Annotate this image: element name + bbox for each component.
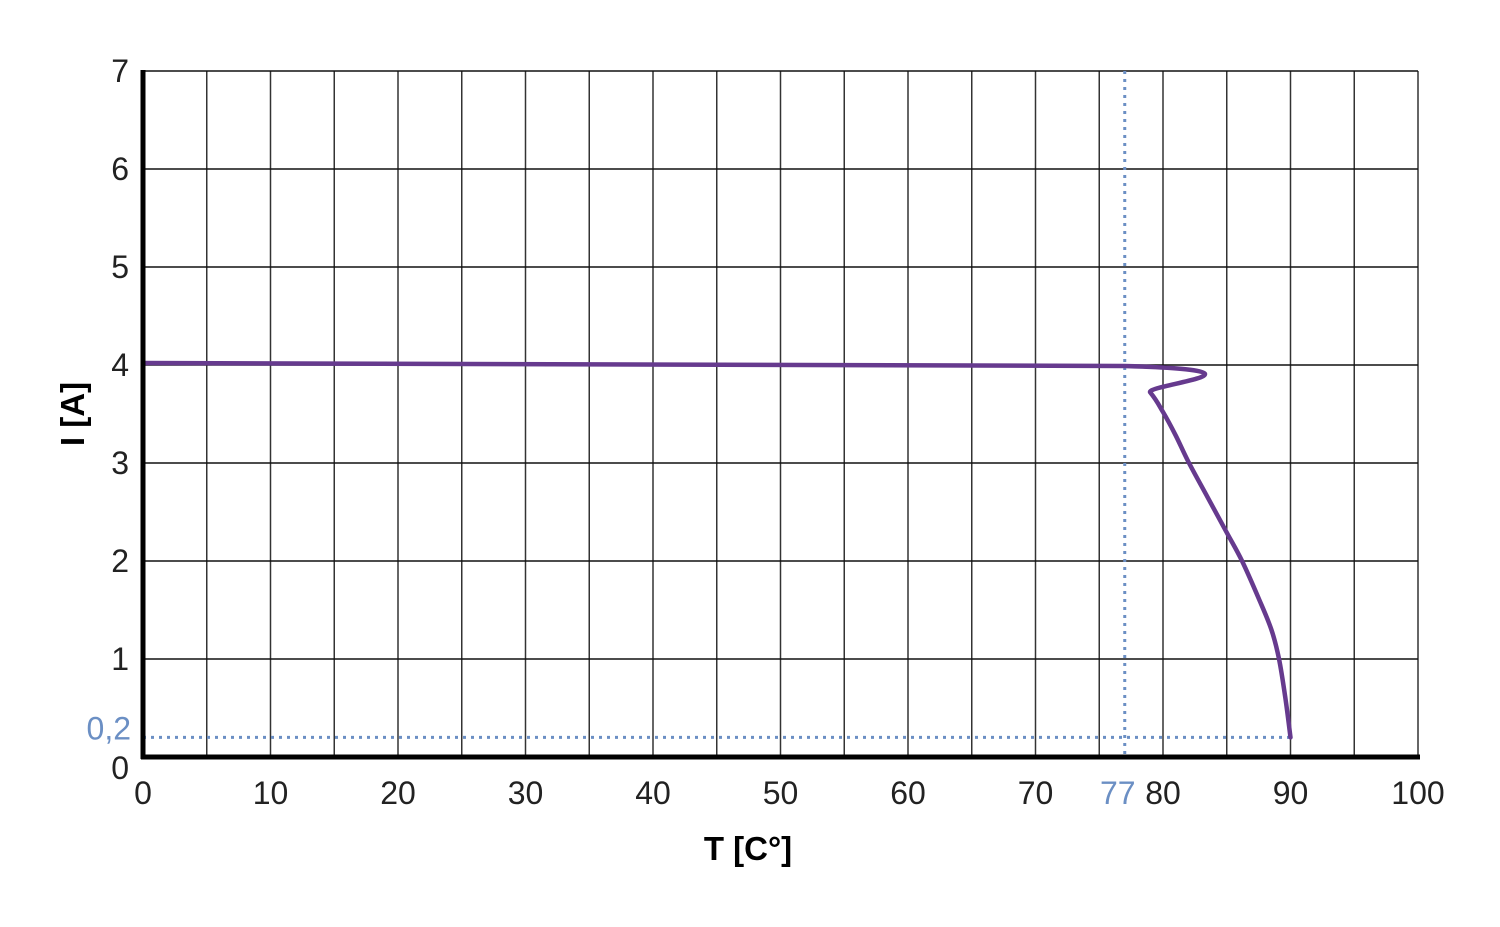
x-tick-label: 50 — [763, 775, 799, 811]
x-tick-label: 80 — [1145, 775, 1181, 811]
y-tick-label: 3 — [111, 445, 129, 481]
y-tick-label: 1 — [111, 641, 129, 677]
y-tick-label: 4 — [111, 347, 129, 383]
x-tick-label: 100 — [1391, 775, 1444, 811]
x-tick-label: 40 — [635, 775, 671, 811]
y-axis-label: I [A] — [54, 382, 91, 446]
x-tick-label: 60 — [890, 775, 926, 811]
x-tick-label: 30 — [508, 775, 544, 811]
x-tick-label: 90 — [1273, 775, 1309, 811]
x-tick-label: 20 — [380, 775, 416, 811]
y-tick-label: 5 — [111, 249, 129, 285]
reference-label-y: 0,2 — [87, 710, 131, 746]
x-tick-label: 0 — [134, 775, 152, 811]
reference-label-x: 77 — [1100, 775, 1136, 811]
series — [140, 360, 1293, 740]
x-axis-label: T [C°] — [704, 830, 792, 867]
y-tick-label: 0 — [111, 750, 129, 786]
y-tick-label: 6 — [111, 151, 129, 187]
grid — [142, 70, 1419, 758]
y-tick-label: 7 — [111, 53, 129, 89]
series-line — [140, 360, 1293, 740]
axes — [140, 70, 1420, 760]
y-tick-label: 2 — [111, 543, 129, 579]
annotations — [143, 71, 1291, 757]
x-tick-label: 70 — [1018, 775, 1054, 811]
x-tick-label: 10 — [253, 775, 289, 811]
